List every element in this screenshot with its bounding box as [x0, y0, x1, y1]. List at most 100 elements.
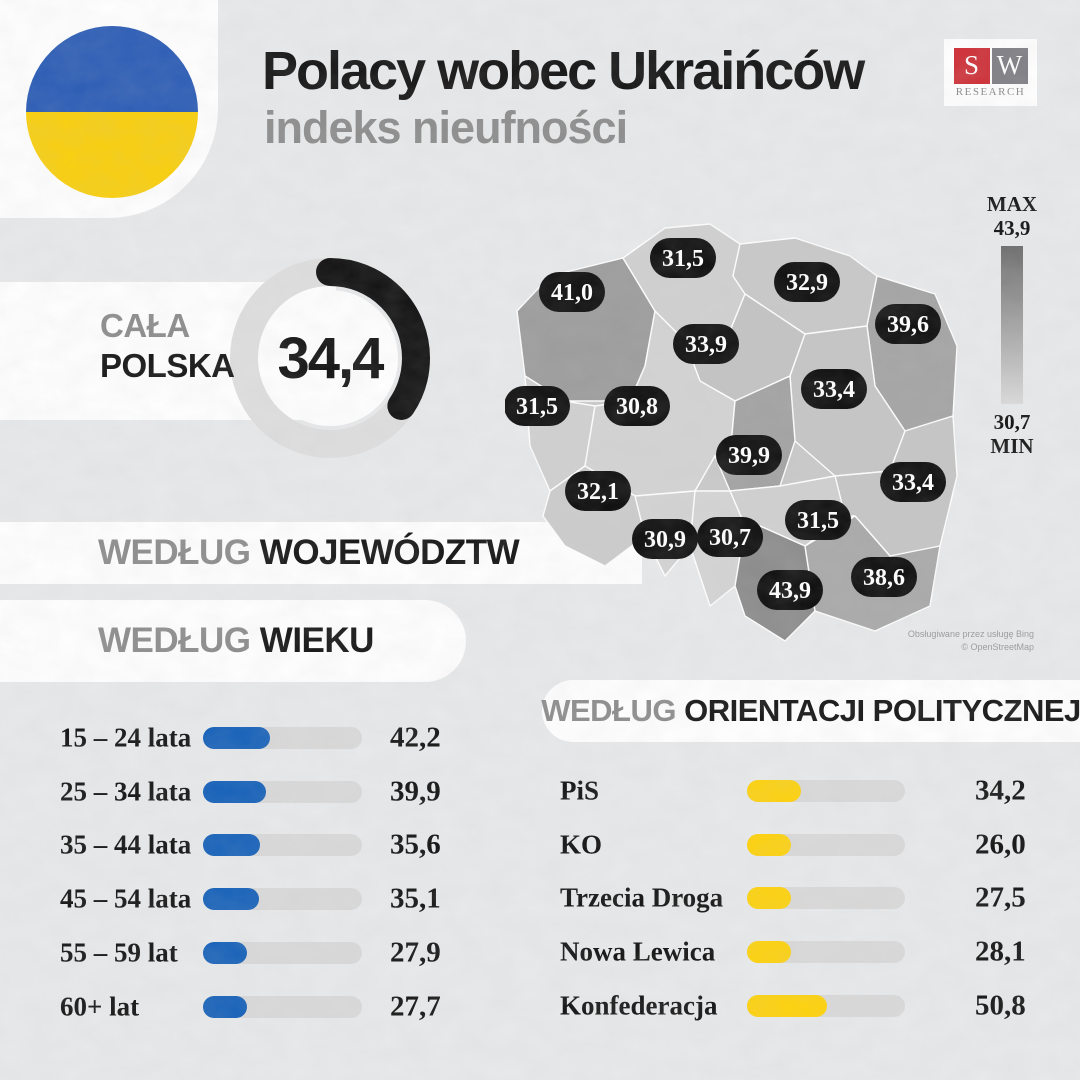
age-row: 45 – 54 lata 35,1: [60, 872, 500, 926]
legend-min-value: 30,7: [993, 410, 1031, 434]
political-row: PiS 34,2: [560, 764, 1080, 818]
age-row-track: [203, 888, 362, 911]
political-row-fill: [747, 779, 802, 802]
map-value-pill-lubuskie: 31,5: [504, 386, 570, 426]
map-region-value: 38,6: [863, 565, 905, 591]
map-value-pill-malopolskie: 43,9: [757, 570, 823, 610]
map-attribution: Obsługiwane przez usługę Bing © OpenStre…: [908, 628, 1034, 654]
map-value-pill-dolnoslaskie: 32,1: [565, 471, 631, 511]
age-row-fill: [203, 942, 248, 965]
age-row: 35 – 44 lata 35,6: [60, 819, 500, 873]
map-region-value: 33,9: [685, 332, 727, 358]
political-bar-chart: PiS 34,2 KO 26,0 Trzecia Droga 27,5 Nowa Lewic…: [560, 764, 1080, 1033]
section-title: WIEKU: [259, 621, 375, 660]
political-row-value: 27,5: [975, 881, 1026, 914]
age-row-label: 45 – 54 lata: [60, 883, 192, 914]
sw-research-logo: S W RESEARCH: [944, 39, 1037, 106]
map-region-value: 33,4: [892, 470, 934, 496]
age-row-fill: [203, 726, 271, 749]
political-row-label: PiS: [560, 775, 600, 806]
map-region-value: 31,5: [516, 394, 558, 420]
section-polityczna-title: WEDŁUG ORIENTACJI POLITYCZNEJ: [541, 693, 1080, 729]
section-wieku-title: WEDŁUG WIEKU: [98, 621, 374, 661]
age-row-label: 60+ lat: [60, 991, 140, 1022]
legend-max-label: MAX: [986, 192, 1038, 216]
political-row-track: [747, 779, 905, 802]
age-row-value: 35,1: [390, 882, 441, 915]
political-row-label: Konfederacja: [560, 990, 718, 1021]
flag-card: [0, 0, 218, 218]
age-row-track: [203, 726, 362, 749]
map-legend: MAX 43,9 30,7 MIN: [986, 192, 1038, 458]
age-row-fill: [203, 888, 259, 911]
map-region-value: 30,7: [709, 525, 751, 551]
section-wieku-band: WEDŁUG WIEKU: [0, 600, 466, 682]
political-row-fill: [747, 887, 791, 910]
page-title: Polacy wobec Ukraińców: [262, 41, 865, 101]
map-region-value: 41,0: [551, 280, 593, 306]
map-region-value: 31,5: [797, 508, 839, 534]
political-row-value: 26,0: [975, 828, 1026, 861]
map-value-pill-lodzkie: 39,9: [716, 435, 782, 475]
political-row-track: [747, 941, 905, 964]
map-region-value: 32,1: [577, 479, 619, 505]
political-row: KO 26,0: [560, 818, 1080, 872]
age-row-label: 15 – 24 lata: [60, 722, 192, 753]
map-value-pill-podlaskie: 39,6: [875, 304, 941, 344]
age-row-track: [203, 942, 362, 965]
age-row-label: 55 – 59 lat: [60, 937, 178, 968]
map-region-value: 30,9: [644, 527, 686, 553]
political-row-value: 28,1: [975, 935, 1026, 968]
map-value-pill-slaskie: 30,7: [697, 517, 763, 557]
map-region-value: 30,8: [616, 394, 658, 420]
legend-gradient-bar: [1001, 246, 1023, 404]
ukraine-flag-icon: [26, 26, 198, 198]
political-row-fill: [747, 995, 828, 1018]
legend-min-label: MIN: [990, 434, 1034, 458]
overall-label-line2: POLSKA: [100, 347, 235, 384]
age-row: 15 – 24 lata 42,2: [60, 711, 500, 765]
section-title: WOJEWÓDZTW: [259, 533, 520, 572]
section-prefix: WEDŁUG: [541, 693, 676, 728]
section-prefix: WEDŁUG: [98, 621, 251, 660]
map-value-pill-lubelskie: 33,4: [880, 462, 946, 502]
logo-letter-s: S: [953, 47, 990, 84]
page-subtitle: indeks nieufności: [264, 102, 628, 153]
map-value-pill-pomorskie: 31,5: [650, 238, 716, 278]
logo-caption: RESEARCH: [955, 85, 1026, 98]
age-row-fill: [203, 834, 260, 857]
age-row-value: 35,6: [390, 828, 441, 861]
section-polityczna-band: WEDŁUG ORIENTACJI POLITYCZNEJ: [541, 680, 1080, 742]
age-row-value: 27,7: [390, 990, 441, 1023]
age-row-value: 42,2: [390, 721, 441, 754]
map-region-value: 39,6: [887, 312, 929, 338]
political-row-fill: [747, 941, 792, 964]
map-value-pill-podkarpackie: 38,6: [851, 557, 917, 597]
political-row-label: Nowa Lewica: [560, 936, 716, 967]
political-row-label: Trzecia Droga: [560, 882, 724, 913]
poland-map: 41,0 31,5 32,9 39,6 33,9 33,4 31,5 30,8 39,9 32,1…: [504, 216, 965, 662]
map-value-pill-swietokrzyskie: 31,5: [785, 500, 851, 540]
map-value-pill-wielkopolskie: 30,8: [604, 386, 670, 426]
age-row-label: 35 – 44 lata: [60, 829, 192, 860]
political-row-track: [747, 995, 905, 1018]
map-value-pill-opolskie: 30,9: [632, 519, 698, 559]
section-title: ORIENTACJI POLITYCZNEJ: [684, 693, 1080, 728]
overall-donut-chart: 34,4: [228, 256, 432, 460]
map-value-pill-zachodniopomorskie: 41,0: [539, 272, 605, 312]
map-value-pill-warminsko_mazurskie: 32,9: [774, 262, 840, 302]
age-row-value: 39,9: [390, 775, 441, 808]
age-row: 25 – 34 lata 39,9: [60, 765, 500, 819]
age-bar-chart: 15 – 24 lata 42,2 25 – 34 lata 39,9 35 – 44 …: [60, 711, 500, 1034]
map-attribution-line1: Obsługiwane przez usługę Bing: [907, 629, 1034, 639]
age-row-track: [203, 995, 362, 1018]
political-row-fill: [747, 833, 791, 856]
political-row-track: [747, 833, 905, 856]
political-row: Nowa Lewica 28,1: [560, 925, 1080, 979]
map-region-value: 33,4: [813, 377, 855, 403]
map-attribution-line2: © OpenStreetMap: [961, 642, 1034, 652]
age-row-value: 27,9: [390, 936, 441, 969]
age-row: 55 – 59 lat 27,9: [60, 926, 500, 980]
map-region-value: 39,9: [728, 443, 770, 469]
